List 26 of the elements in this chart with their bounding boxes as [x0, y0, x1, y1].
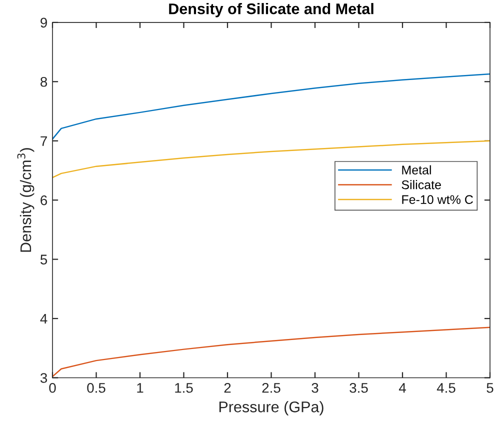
x-tick-label: 1	[137, 383, 144, 393]
x-tick-label: 3.5	[350, 382, 368, 393]
x-tick-label: 3	[312, 382, 318, 393]
y-tick-label: 5	[40, 254, 48, 264]
y-tick-label: 8	[40, 76, 48, 87]
line-series	[52, 73, 490, 140]
x-tick-label: 1.5	[175, 383, 193, 393]
y-tick-label: 7	[40, 136, 47, 146]
x-tick-label: 0	[49, 382, 56, 393]
x-tick-label: 0.5	[87, 382, 106, 393]
y-tick-label: 4	[40, 314, 48, 324]
x-tick-label: 2.5	[262, 382, 280, 393]
x-tick-label: 4	[398, 383, 406, 393]
y-tick-label: 9	[40, 18, 47, 28]
x-axis-title: Pressure (GPa)	[219, 401, 324, 416]
line-series	[52, 140, 490, 178]
y-tick-label: 3	[40, 373, 48, 383]
legend-label: Silicate	[402, 180, 441, 190]
x-tick-label: 2	[224, 382, 231, 393]
legend-label: Metal	[402, 165, 431, 174]
x-tick-label: 5	[486, 383, 494, 393]
legend-label: Fe-10 wt% C	[402, 195, 473, 204]
y-tick-label: 6	[40, 195, 48, 206]
chart-title: Density of Silicate and Metal	[169, 3, 374, 18]
x-tick-label: 4.5	[436, 383, 456, 393]
y-axis-title: Density (g/cm$^{3}$)	[17, 148, 34, 252]
